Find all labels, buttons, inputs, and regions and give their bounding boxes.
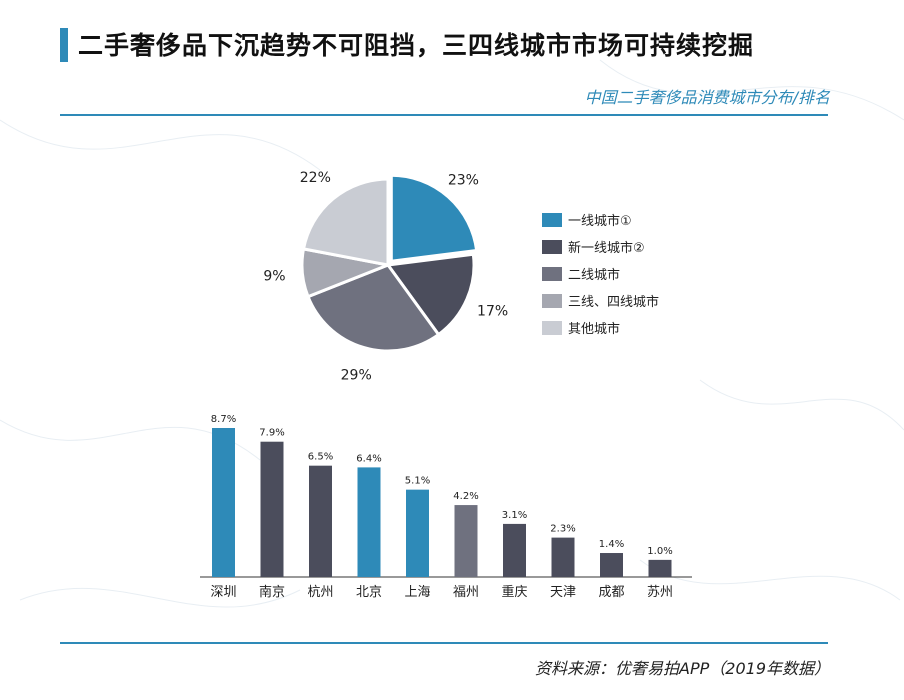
bar-category-label: 北京 [356, 585, 382, 600]
legend-swatch [542, 266, 562, 281]
pie-slice [385, 252, 476, 337]
bar-category-label: 苏州 [647, 584, 673, 600]
pie-slice-label: 23% [448, 172, 479, 188]
bar [503, 523, 526, 577]
bar [551, 537, 575, 577]
pie-legend: 一线城市① 新一线城市② 二线城市三线、四线城市 其他城市 [542, 206, 659, 341]
bar [260, 441, 284, 577]
legend-item: 三线、四线城市 [542, 287, 659, 314]
legend-label: 一线城市① [568, 214, 632, 229]
top-divider [60, 114, 828, 116]
legend-item: 其他城市 [542, 314, 659, 341]
bar [454, 505, 478, 577]
bar-category-label: 天津 [550, 585, 576, 600]
bottom-divider [60, 642, 828, 644]
bar-value-label: 7.9% [259, 428, 284, 439]
bar-value-label: 5.1% [405, 476, 430, 487]
bar [212, 428, 235, 577]
legend-swatch [542, 320, 562, 335]
legend-swatch [542, 212, 562, 227]
bar-category-label: 成都 [598, 585, 624, 600]
title-accent-bar [60, 28, 68, 62]
bar [406, 489, 429, 577]
bar-value-label: 8.7% [211, 414, 236, 425]
bar [648, 559, 672, 577]
bar-category-label: 重庆 [501, 584, 527, 600]
legend-item: 一线城市① [542, 206, 659, 233]
legend-item: 新一线城市② [542, 233, 659, 260]
bar-value-label: 6.4% [356, 453, 381, 464]
legend-swatch [542, 239, 562, 254]
bar-value-label: 3.1% [502, 510, 527, 521]
bar-value-label: 4.2% [453, 491, 478, 502]
pie-slice-label: 17% [477, 303, 508, 319]
bar-value-label: 1.0% [647, 546, 672, 557]
legend-swatch [542, 293, 562, 308]
pie-slice-label: 22% [300, 170, 331, 186]
legend-label: 其他城市 [568, 322, 621, 337]
bar [357, 467, 381, 577]
bar-value-label: 1.4% [599, 539, 624, 550]
pie-slice [306, 263, 441, 353]
legend-item: 二线城市 [542, 260, 659, 287]
bar-value-label: 6.5% [308, 452, 333, 463]
pie-slice-label: 9% [263, 269, 285, 285]
chart-subtitle: 中国二手奢侈品消费城市分布/排名 [584, 88, 830, 107]
bar-category-label: 福州 [453, 585, 479, 600]
page-title: 二手奢侈品下沉趋势不可阻挡，三四线城市市场可持续挖掘 [78, 31, 755, 60]
source-note: 资料来源：优奢易拍APP（2019年数据） [535, 659, 830, 678]
bar-category-label: 杭州 [307, 585, 333, 600]
legend-label: 新一线城市② [568, 241, 645, 256]
legend-label: 三线、四线城市 [568, 295, 660, 310]
legend-label: 二线城市 [568, 268, 621, 283]
bar-category-label: 深圳 [210, 585, 236, 600]
bar-category-label: 上海 [404, 585, 430, 600]
bar [309, 465, 332, 577]
bar [600, 553, 623, 577]
pie-slice-label: 29% [341, 367, 372, 383]
pie-slice [301, 177, 390, 267]
bar-category-label: 南京 [259, 584, 285, 600]
pie-slice [389, 173, 479, 263]
bar-value-label: 2.3% [550, 524, 575, 535]
